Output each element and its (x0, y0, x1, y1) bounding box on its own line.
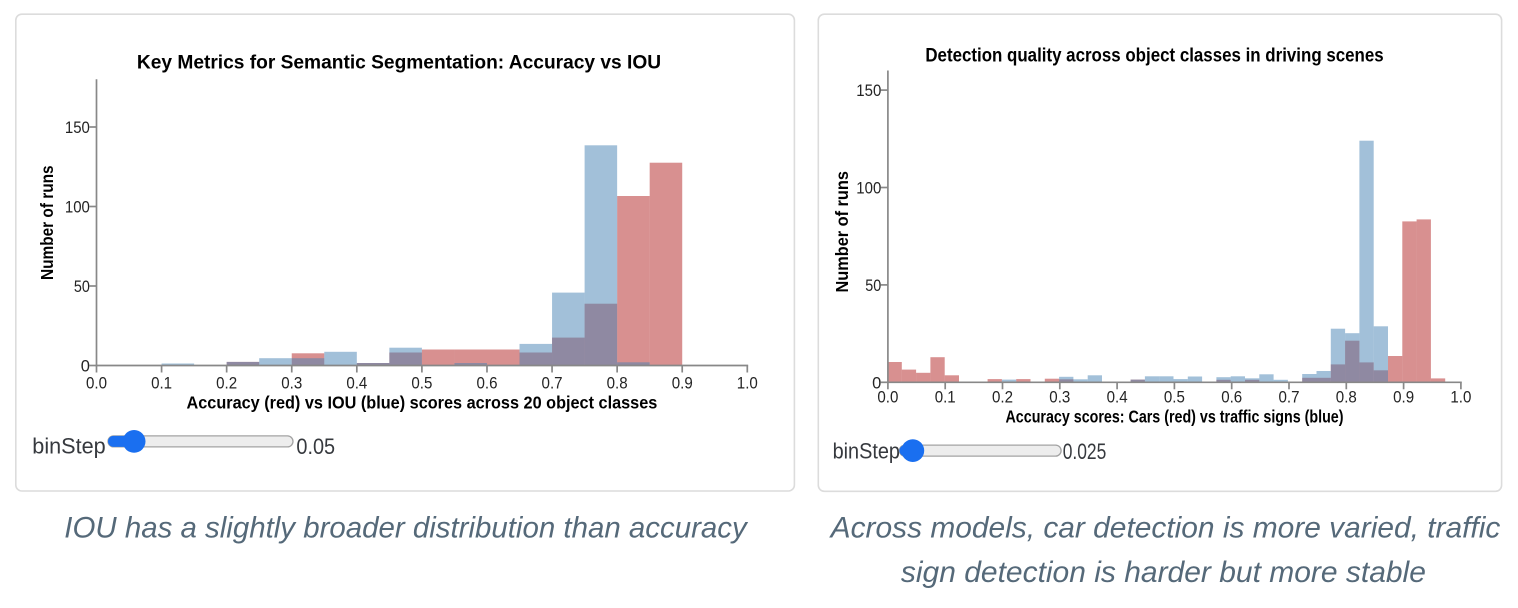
svg-text:0.2: 0.2 (216, 375, 237, 393)
svg-text:0.3: 0.3 (1049, 389, 1070, 407)
svg-text:0.5: 0.5 (1164, 389, 1185, 407)
svg-text:IOU has a slightly broader dis: IOU has a slightly broader distribution … (64, 512, 749, 545)
svg-text:0.025: 0.025 (1063, 439, 1107, 464)
svg-text:100: 100 (65, 199, 90, 217)
svg-text:0.9: 0.9 (1393, 389, 1414, 407)
svg-text:0.8: 0.8 (607, 375, 628, 393)
svg-text:0.6: 0.6 (476, 375, 497, 393)
svg-text:50: 50 (74, 278, 90, 296)
svg-text:Accuracy scores: Cars (red) vs: Accuracy scores: Cars (red) vs traffic s… (1006, 407, 1344, 427)
svg-text:0.7: 0.7 (1279, 389, 1300, 407)
svg-text:0.0: 0.0 (877, 389, 898, 407)
svg-text:Across models, car detection i: Across models, car detection is more var… (829, 512, 1501, 545)
svg-text:0.1: 0.1 (935, 389, 956, 407)
svg-text:binStep: binStep (833, 439, 900, 464)
svg-text:1.0: 1.0 (737, 375, 758, 393)
svg-text:1.0: 1.0 (1450, 389, 1471, 407)
svg-text:50: 50 (865, 277, 881, 295)
svg-text:Number of runs: Number of runs (37, 165, 57, 280)
svg-text:0.2: 0.2 (992, 389, 1013, 407)
svg-text:Number of runs: Number of runs (832, 171, 852, 293)
svg-text:0.9: 0.9 (672, 375, 693, 393)
svg-text:Detection quality across objec: Detection quality across object classes … (925, 45, 1383, 67)
svg-text:150: 150 (65, 119, 90, 137)
svg-text:0: 0 (872, 374, 881, 392)
svg-text:0: 0 (81, 358, 90, 376)
svg-text:binStep: binStep (32, 433, 105, 458)
svg-text:Accuracy (red) vs IOU (blue) s: Accuracy (red) vs IOU (blue) scores acro… (187, 393, 658, 413)
svg-text:0.4: 0.4 (1107, 389, 1128, 407)
svg-text:0.5: 0.5 (411, 375, 432, 393)
svg-text:0.0: 0.0 (86, 375, 107, 393)
svg-text:0.1: 0.1 (151, 375, 172, 393)
svg-text:sign detection is harder but m: sign detection is harder but more stable (901, 556, 1426, 589)
svg-text:0.4: 0.4 (346, 375, 367, 393)
svg-text:0.05: 0.05 (296, 434, 335, 459)
svg-text:150: 150 (856, 82, 881, 100)
svg-text:100: 100 (856, 180, 881, 198)
svg-text:0.8: 0.8 (1336, 389, 1357, 407)
svg-text:0.6: 0.6 (1221, 389, 1242, 407)
svg-text:0.7: 0.7 (542, 375, 563, 393)
svg-text:0.3: 0.3 (281, 375, 302, 393)
svg-text:Key Metrics for Semantic Segme: Key Metrics for Semantic Segmentation: A… (137, 52, 661, 74)
